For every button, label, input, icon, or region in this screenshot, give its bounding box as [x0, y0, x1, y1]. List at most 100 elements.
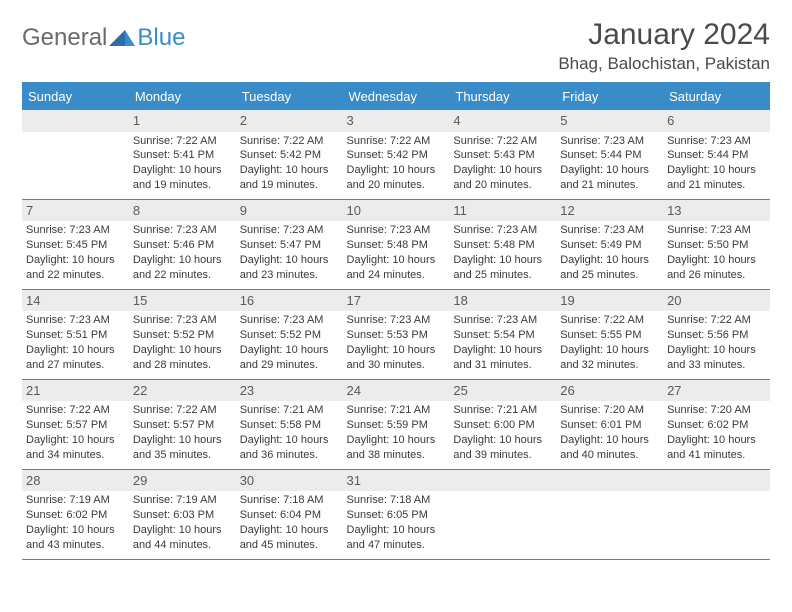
daylight-line2: and 19 minutes.	[133, 178, 232, 193]
daylight-line1: Daylight: 10 hours	[26, 253, 125, 268]
calendar-day-cell: 17Sunrise: 7:23 AMSunset: 5:53 PMDayligh…	[343, 289, 450, 379]
calendar-day-cell: 19Sunrise: 7:22 AMSunset: 5:55 PMDayligh…	[556, 289, 663, 379]
daylight-line2: and 45 minutes.	[240, 538, 339, 553]
calendar-week-row: 28Sunrise: 7:19 AMSunset: 6:02 PMDayligh…	[22, 469, 770, 559]
daylight-line2: and 47 minutes.	[347, 538, 446, 553]
day-details	[22, 132, 129, 192]
sunrise-line: Sunrise: 7:20 AM	[667, 403, 766, 418]
calendar-day-cell: 21Sunrise: 7:22 AMSunset: 5:57 PMDayligh…	[22, 379, 129, 469]
sunrise-line: Sunrise: 7:23 AM	[347, 223, 446, 238]
day-number	[449, 470, 556, 492]
daylight-line2: and 34 minutes.	[26, 448, 125, 463]
daylight-line1: Daylight: 10 hours	[240, 343, 339, 358]
daylight-line1: Daylight: 10 hours	[240, 433, 339, 448]
sunset-line: Sunset: 5:49 PM	[560, 238, 659, 253]
day-details: Sunrise: 7:22 AMSunset: 5:57 PMDaylight:…	[129, 401, 236, 468]
daylight-line1: Daylight: 10 hours	[133, 163, 232, 178]
calendar-day-cell: 10Sunrise: 7:23 AMSunset: 5:48 PMDayligh…	[343, 199, 450, 289]
day-details: Sunrise: 7:23 AMSunset: 5:51 PMDaylight:…	[22, 311, 129, 378]
daylight-line1: Daylight: 10 hours	[453, 253, 552, 268]
logo-triangle-icon	[109, 28, 135, 48]
daylight-line1: Daylight: 10 hours	[667, 163, 766, 178]
daylight-line2: and 23 minutes.	[240, 268, 339, 283]
day-details: Sunrise: 7:23 AMSunset: 5:45 PMDaylight:…	[22, 221, 129, 288]
daylight-line1: Daylight: 10 hours	[133, 253, 232, 268]
sunrise-line: Sunrise: 7:22 AM	[133, 134, 232, 149]
daylight-line2: and 25 minutes.	[453, 268, 552, 283]
daylight-line2: and 44 minutes.	[133, 538, 232, 553]
day-details: Sunrise: 7:23 AMSunset: 5:52 PMDaylight:…	[129, 311, 236, 378]
sunrise-line: Sunrise: 7:23 AM	[453, 313, 552, 328]
day-number: 30	[236, 470, 343, 492]
day-details: Sunrise: 7:22 AMSunset: 5:42 PMDaylight:…	[343, 132, 450, 199]
calendar-day-cell: 3Sunrise: 7:22 AMSunset: 5:42 PMDaylight…	[343, 110, 450, 200]
sunset-line: Sunset: 5:43 PM	[453, 148, 552, 163]
day-number: 13	[663, 200, 770, 222]
day-details: Sunrise: 7:21 AMSunset: 5:58 PMDaylight:…	[236, 401, 343, 468]
daylight-line1: Daylight: 10 hours	[560, 163, 659, 178]
sunrise-line: Sunrise: 7:23 AM	[560, 134, 659, 149]
day-number: 20	[663, 290, 770, 312]
calendar-week-row: 14Sunrise: 7:23 AMSunset: 5:51 PMDayligh…	[22, 289, 770, 379]
daylight-line2: and 30 minutes.	[347, 358, 446, 373]
calendar-day-cell	[663, 469, 770, 559]
sunrise-line: Sunrise: 7:23 AM	[133, 223, 232, 238]
sunrise-line: Sunrise: 7:19 AM	[133, 493, 232, 508]
day-number: 26	[556, 380, 663, 402]
daylight-line2: and 38 minutes.	[347, 448, 446, 463]
day-number: 6	[663, 110, 770, 132]
sunset-line: Sunset: 5:44 PM	[667, 148, 766, 163]
daylight-line1: Daylight: 10 hours	[240, 253, 339, 268]
calendar-day-cell: 2Sunrise: 7:22 AMSunset: 5:42 PMDaylight…	[236, 110, 343, 200]
day-number: 3	[343, 110, 450, 132]
day-details: Sunrise: 7:18 AMSunset: 6:05 PMDaylight:…	[343, 491, 450, 558]
daylight-line1: Daylight: 10 hours	[240, 163, 339, 178]
day-number: 25	[449, 380, 556, 402]
weekday-header: Tuesday	[236, 83, 343, 110]
day-details: Sunrise: 7:23 AMSunset: 5:52 PMDaylight:…	[236, 311, 343, 378]
day-number: 27	[663, 380, 770, 402]
weekday-header: Friday	[556, 83, 663, 110]
calendar-day-cell: 16Sunrise: 7:23 AMSunset: 5:52 PMDayligh…	[236, 289, 343, 379]
sunset-line: Sunset: 6:03 PM	[133, 508, 232, 523]
sunrise-line: Sunrise: 7:23 AM	[240, 223, 339, 238]
calendar-day-cell: 29Sunrise: 7:19 AMSunset: 6:03 PMDayligh…	[129, 469, 236, 559]
daylight-line2: and 31 minutes.	[453, 358, 552, 373]
daylight-line1: Daylight: 10 hours	[133, 433, 232, 448]
sunset-line: Sunset: 6:04 PM	[240, 508, 339, 523]
day-details: Sunrise: 7:23 AMSunset: 5:48 PMDaylight:…	[343, 221, 450, 288]
day-number: 19	[556, 290, 663, 312]
sunrise-line: Sunrise: 7:22 AM	[347, 134, 446, 149]
sunset-line: Sunset: 5:56 PM	[667, 328, 766, 343]
day-details	[663, 491, 770, 551]
sunset-line: Sunset: 5:44 PM	[560, 148, 659, 163]
daylight-line2: and 22 minutes.	[133, 268, 232, 283]
sunset-line: Sunset: 5:48 PM	[347, 238, 446, 253]
day-details: Sunrise: 7:22 AMSunset: 5:56 PMDaylight:…	[663, 311, 770, 378]
daylight-line2: and 33 minutes.	[667, 358, 766, 373]
calendar-day-cell: 14Sunrise: 7:23 AMSunset: 5:51 PMDayligh…	[22, 289, 129, 379]
day-details: Sunrise: 7:22 AMSunset: 5:41 PMDaylight:…	[129, 132, 236, 199]
calendar-day-cell: 13Sunrise: 7:23 AMSunset: 5:50 PMDayligh…	[663, 199, 770, 289]
daylight-line2: and 22 minutes.	[26, 268, 125, 283]
weekday-header: Saturday	[663, 83, 770, 110]
weekday-header: Wednesday	[343, 83, 450, 110]
daylight-line2: and 21 minutes.	[667, 178, 766, 193]
sunset-line: Sunset: 5:52 PM	[133, 328, 232, 343]
calendar-day-cell: 31Sunrise: 7:18 AMSunset: 6:05 PMDayligh…	[343, 469, 450, 559]
location: Bhag, Balochistan, Pakistan	[558, 54, 770, 74]
daylight-line2: and 19 minutes.	[240, 178, 339, 193]
calendar-day-cell	[22, 110, 129, 200]
daylight-line1: Daylight: 10 hours	[453, 433, 552, 448]
sunset-line: Sunset: 5:50 PM	[667, 238, 766, 253]
sunrise-line: Sunrise: 7:18 AM	[240, 493, 339, 508]
calendar-day-cell: 24Sunrise: 7:21 AMSunset: 5:59 PMDayligh…	[343, 379, 450, 469]
sunrise-line: Sunrise: 7:19 AM	[26, 493, 125, 508]
day-details	[556, 491, 663, 551]
sunset-line: Sunset: 5:57 PM	[133, 418, 232, 433]
sunrise-line: Sunrise: 7:23 AM	[347, 313, 446, 328]
daylight-line2: and 20 minutes.	[347, 178, 446, 193]
daylight-line1: Daylight: 10 hours	[26, 433, 125, 448]
day-details: Sunrise: 7:19 AMSunset: 6:02 PMDaylight:…	[22, 491, 129, 558]
day-details: Sunrise: 7:23 AMSunset: 5:44 PMDaylight:…	[556, 132, 663, 199]
